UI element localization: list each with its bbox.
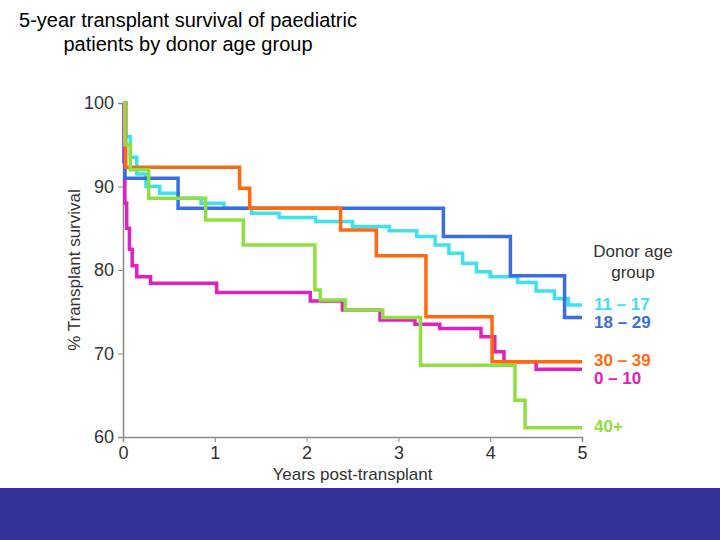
y-tick-label: 90: [94, 177, 114, 197]
y-tick: 60: [94, 427, 123, 447]
survival-line: [123, 103, 582, 362]
survival-line: [123, 103, 582, 318]
chart: 5-year transplant survival of paediatric…: [0, 0, 720, 540]
x-tick: 4: [486, 437, 496, 463]
legend-entry: 30 – 39: [594, 351, 651, 370]
plot-area: [123, 103, 582, 428]
y-tick: 70: [94, 344, 123, 364]
x-tick-mark: [215, 437, 216, 442]
legend-title: Donor age group: [593, 242, 672, 282]
x-tick-mark: [398, 437, 399, 442]
legend-entry: 0 – 10: [594, 369, 641, 388]
y-axis-title: % Transplant survival: [65, 189, 84, 351]
y-tick-mark: [118, 437, 123, 438]
x-axis-title: Years post-transplant: [272, 465, 432, 484]
x-tick-label: 0: [118, 443, 128, 463]
x-tick-label: 1: [210, 443, 220, 463]
y-tick-label: 60: [94, 427, 114, 447]
legend-entry: 11 – 17: [594, 295, 650, 314]
x-axis-line: [124, 438, 583, 443]
x-tick: 2: [302, 437, 312, 463]
x-tick-label: 3: [394, 443, 404, 463]
footer-band: [0, 488, 720, 540]
legend-title-line: Donor age: [593, 242, 672, 261]
survival-line: [123, 103, 582, 428]
legend-entry: 18 – 29: [594, 313, 651, 332]
x-tick: 1: [210, 437, 220, 463]
y-tick-mark: [118, 270, 123, 271]
y-tick-mark: [118, 187, 123, 188]
x-tick: 0: [118, 437, 128, 463]
y-tick: 80: [94, 260, 123, 280]
survival-line: [123, 103, 582, 369]
y-tick: 100: [84, 93, 123, 113]
x-tick-label: 4: [486, 443, 496, 463]
x-tick-label: 5: [577, 443, 587, 463]
y-tick-label: 100: [84, 93, 114, 113]
x-tick: 5: [577, 437, 587, 463]
x-tick-mark: [582, 437, 583, 442]
title-line: 5-year transplant survival of paediatric: [19, 9, 357, 31]
x-tick-mark: [307, 437, 308, 442]
y-tick-mark: [118, 354, 123, 355]
x-tick-label: 2: [302, 443, 312, 463]
title: 5-year transplant survival of paediatric…: [19, 9, 357, 55]
y-tick: 90: [94, 177, 123, 197]
y-tick-label: 70: [94, 344, 114, 364]
title-line: patients by donor age group: [63, 33, 312, 55]
x-tick-mark: [490, 437, 491, 442]
legend: 11 – 1718 – 29 30 – 390 – 10 40+: [594, 295, 651, 437]
y-tick-label: 80: [94, 260, 114, 280]
legend-title-line: group: [611, 263, 654, 282]
x-tick: 3: [394, 437, 404, 463]
x-axis: 0 1 2 3 4 5: [118, 437, 587, 463]
y-axis: 60 70 80 90 100: [84, 93, 124, 447]
legend-entry: 40+: [594, 417, 623, 436]
